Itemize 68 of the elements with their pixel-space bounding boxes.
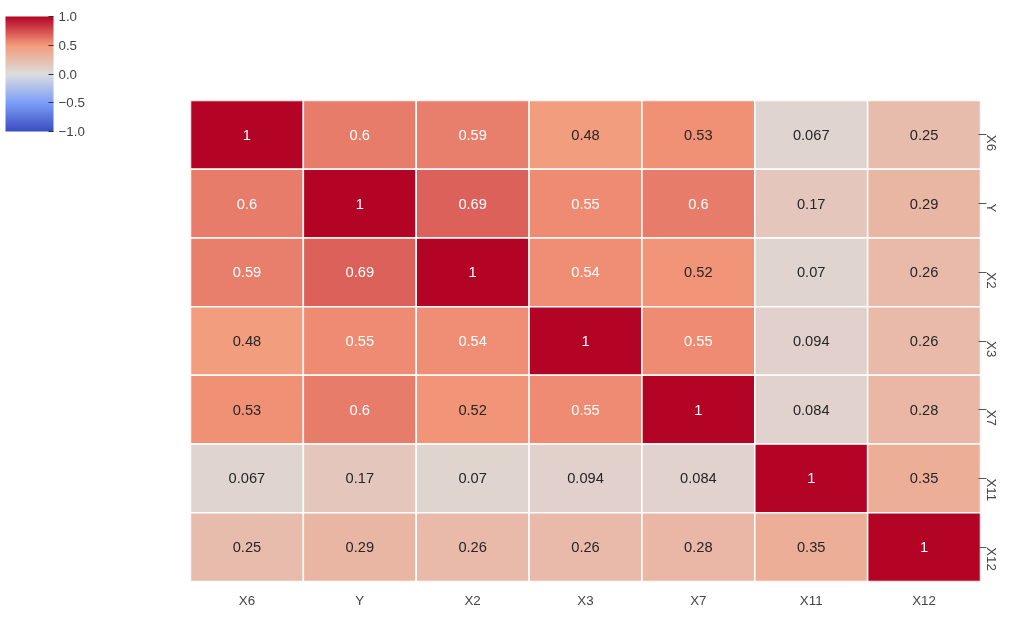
data-label: 0.07 <box>458 470 487 487</box>
data-label: 0.28 <box>909 401 939 418</box>
data-label: 0.35 <box>909 470 939 487</box>
data-label: 0.54 <box>571 264 600 281</box>
y-tick-label: X7 <box>984 409 999 427</box>
data-label: 1 <box>242 126 252 143</box>
data-label: 0.26 <box>571 539 600 556</box>
data-label: 1 <box>581 333 590 349</box>
data-label: 0.28 <box>684 539 713 556</box>
data-label: 0.35 <box>796 539 826 556</box>
data-label: 0.17 <box>345 470 375 487</box>
y-tick-label: X3 <box>984 341 999 358</box>
color-bar-label: 1.0 <box>58 9 78 24</box>
data-label: 1 <box>468 264 477 281</box>
data-label: 0.55 <box>571 401 600 418</box>
x-tick-label: X12 <box>912 592 936 608</box>
y-tick-label: Y <box>984 203 999 213</box>
data-label: 0.69 <box>345 264 375 281</box>
data-label: 0.29 <box>909 195 939 212</box>
data-label: 0.55 <box>684 333 713 349</box>
color-bar-label: 0.5 <box>58 37 78 53</box>
data-label: 0.6 <box>349 126 370 143</box>
data-label: 1 <box>694 401 703 418</box>
data-label: 0.48 <box>232 333 262 349</box>
color-bar-label: 0.0 <box>58 66 78 82</box>
data-label: 0.26 <box>909 264 939 281</box>
y-tick-label: X12 <box>984 547 999 571</box>
data-label: 0.53 <box>232 401 262 418</box>
data-label: 0.59 <box>232 264 262 281</box>
data-label: 0.53 <box>684 126 713 143</box>
data-label: 0.55 <box>345 333 375 349</box>
data-label: 0.54 <box>458 333 487 349</box>
data-label: 0.17 <box>796 195 826 212</box>
data-label: 0.6 <box>236 195 258 212</box>
data-label: 0.55 <box>571 195 600 212</box>
data-label: 0.52 <box>684 264 713 281</box>
data-label: 0.084 <box>680 470 717 487</box>
data-label: 0.29 <box>345 539 375 556</box>
x-tick-label: X2 <box>464 592 481 608</box>
data-label: 0.084 <box>792 401 830 418</box>
data-label: 0.067 <box>792 126 830 143</box>
data-label: 1 <box>920 539 929 556</box>
data-label: 0.25 <box>909 126 939 143</box>
data-label: 0.094 <box>792 333 830 349</box>
data-label: 0.26 <box>909 333 939 349</box>
data-label: 0.25 <box>232 539 262 556</box>
x-tick-label: Y <box>355 592 365 608</box>
data-label: 0.26 <box>458 539 487 556</box>
data-label: 0.69 <box>458 195 487 212</box>
x-tick-label: X11 <box>799 592 823 608</box>
data-label: 1 <box>807 470 816 487</box>
data-label: 0.07 <box>796 264 826 281</box>
data-label: 0.52 <box>458 401 487 418</box>
y-tick-label: X11 <box>984 478 999 502</box>
data-label: 0.6 <box>688 195 709 212</box>
x-tick-label: X7 <box>690 592 707 608</box>
color-bar-label: −1.0 <box>58 124 85 139</box>
data-label: 0.48 <box>571 126 600 143</box>
data-label: 0.59 <box>458 126 487 143</box>
x-tick-label: X3 <box>577 592 594 608</box>
data-label: 0.094 <box>567 470 604 487</box>
data-label: 1 <box>355 195 364 212</box>
color-bar-label: −0.5 <box>58 95 85 111</box>
data-label: 0.067 <box>228 470 266 487</box>
x-tick-label: X6 <box>238 592 256 608</box>
data-label: 0.6 <box>349 401 370 418</box>
y-tick-label: X2 <box>984 272 999 289</box>
y-tick-label: X6 <box>984 134 999 152</box>
